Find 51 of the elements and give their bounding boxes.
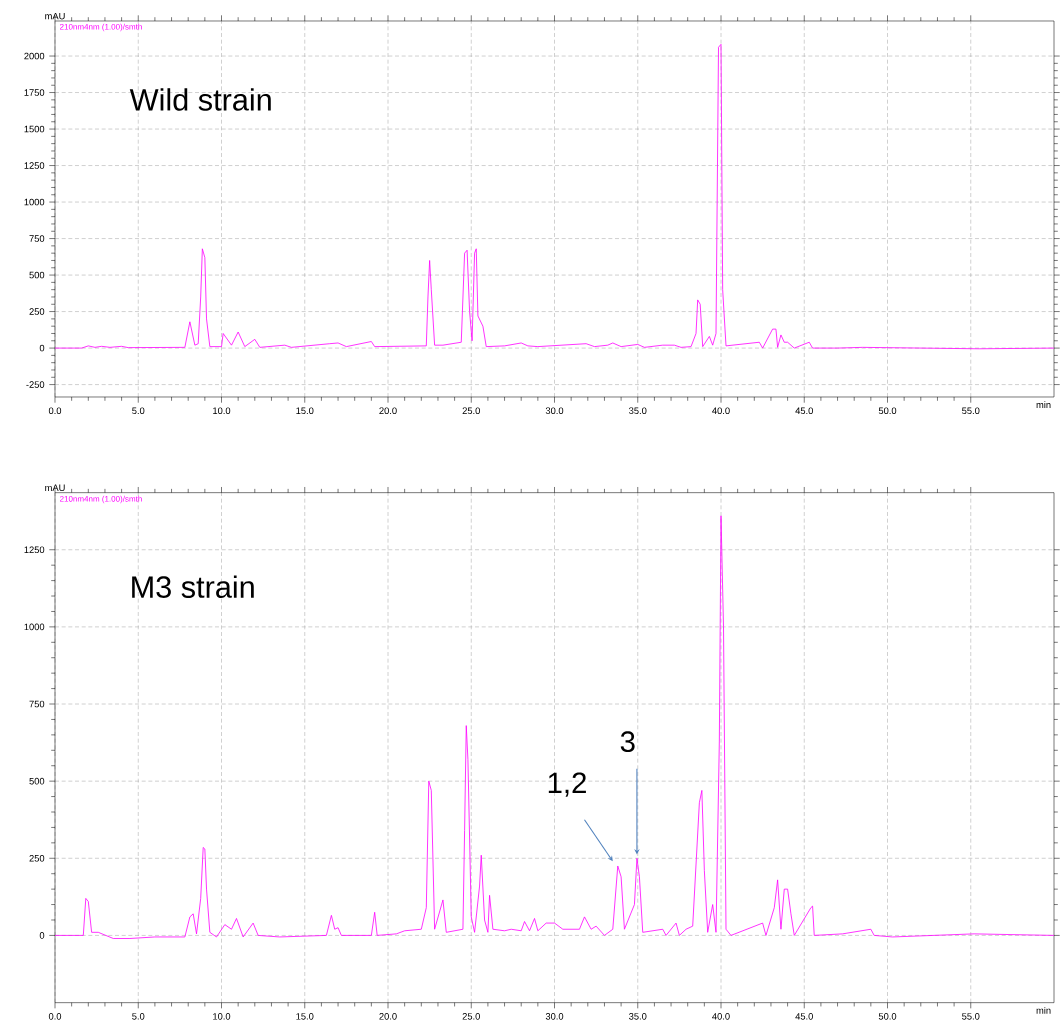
x-tick-label: 20.0 [379,407,397,414]
x-tick-label: 25.0 [462,1013,480,1020]
y-tick-label: 500 [29,271,45,279]
x-tick-label: 45.0 [795,407,813,414]
x-tick-label: 5.0 [132,407,145,414]
x-tick-label: 0.0 [48,1013,62,1020]
text: Wild strain [129,88,271,111]
annotation: 210nm4nm (1.00)/smth [60,495,142,504]
x-tick-label: 15.0 [296,1013,314,1020]
x-tick-label: 20.0 [379,1013,397,1020]
x-tick-label: 50.0 [878,407,897,414]
y-axis-title: mAU [45,12,65,20]
x-axis-title: min [1036,1006,1051,1014]
x-axis-title: min [1036,401,1051,408]
y-tick-label: 750 [29,700,45,708]
x-tick-label: 40.0 [712,407,730,414]
x-tick-label: 35.0 [629,1013,647,1020]
y-tick-label: 1250 [24,546,45,553]
y-tick-label: 250 [29,308,45,315]
y-tick-label: 750 [29,235,45,242]
x-tick-label: 35.0 [629,407,647,414]
annotation: 210nm4nm (1.00)/smth [60,23,142,32]
x-tick-label: 25.0 [462,407,480,414]
text: M3 strain [132,575,254,598]
y-tick-label: 1250 [24,162,45,169]
y-tick-label: 500 [29,777,45,785]
y-tick-label: 1000 [24,623,45,631]
x-tick-label: 50.0 [878,1013,897,1020]
y-tick-label: 0 [39,932,45,939]
x-tick-label: 30.0 [545,1013,564,1020]
x-tick-label: 15.0 [296,407,314,414]
x-tick-label: 40.0 [712,1013,730,1020]
y-tick-label: 250 [29,854,45,862]
annotation: 1,2 [548,772,586,797]
y-tick-label: 0 [39,344,45,352]
y-tick-label: 2000 [24,52,45,60]
x-tick-label: 55.0 [962,1013,980,1020]
x-tick-label: 10.0 [213,1013,231,1020]
y-tick-label: 1750 [24,89,45,96]
x-tick-label: 55.0 [962,407,980,414]
x-tick-label: 45.0 [795,1013,813,1020]
x-tick-label: 0.0 [48,407,62,414]
y-tick-label: 1000 [24,198,45,206]
y-tick-label: -250 [26,381,45,388]
x-tick-label: 5.0 [132,1013,145,1020]
x-tick-label: 10.0 [213,407,231,414]
y-tick-label: 1500 [24,125,45,133]
x-tick-label: 30.0 [545,407,564,414]
y-axis-title: mAU [45,484,65,491]
annotation: 3 [620,731,635,752]
line-series [54,43,1055,350]
